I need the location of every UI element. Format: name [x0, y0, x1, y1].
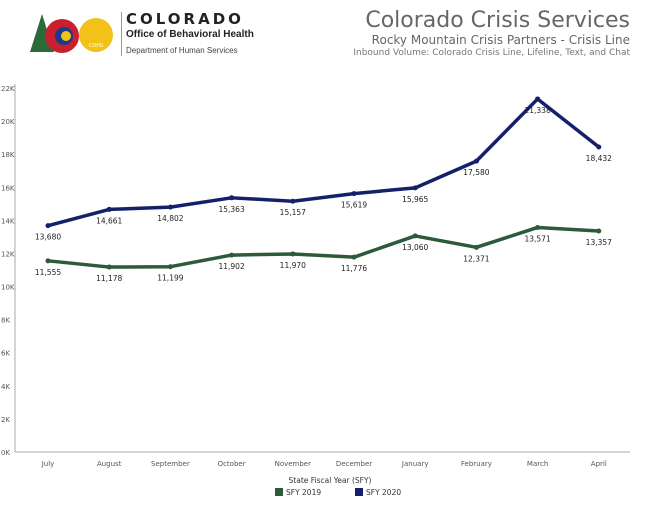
x-tick-label: April	[591, 460, 607, 468]
x-tick-label: November	[275, 460, 312, 468]
data-label: 12,371	[463, 254, 489, 263]
cdhs-badge-text: CDHS	[89, 43, 103, 49]
data-point	[535, 96, 541, 102]
y-tick-label: 18K	[1, 151, 15, 159]
data-label: 17,580	[463, 168, 489, 177]
data-point	[290, 198, 296, 204]
data-label: 13,357	[586, 238, 612, 247]
x-tick-label: September	[151, 460, 190, 468]
y-tick-label: 8K	[1, 317, 10, 325]
data-point	[229, 195, 235, 201]
data-label: 21,338	[524, 106, 550, 115]
cdhs-badge-icon	[79, 18, 113, 52]
x-tick-label: July	[41, 460, 55, 468]
legend-label: SFY 2019	[286, 488, 321, 497]
legend-swatch	[355, 488, 363, 496]
y-tick-label: 12K	[1, 250, 15, 258]
data-label: 11,776	[341, 264, 367, 273]
data-point	[412, 233, 418, 239]
data-label: 11,199	[157, 274, 183, 283]
series-line-sfy-2019	[47, 225, 599, 269]
x-tick-label: December	[336, 460, 372, 468]
y-tick-label: 10K	[1, 284, 15, 292]
data-label: 15,157	[280, 208, 306, 217]
x-tick-label: August	[97, 460, 122, 468]
x-tick-label: October	[218, 460, 246, 468]
data-point	[473, 158, 479, 164]
y-tick-label: 0K	[1, 449, 10, 457]
data-label: 18,432	[586, 154, 612, 163]
data-point	[45, 223, 51, 229]
legend-title: State Fiscal Year (SFY)	[289, 476, 372, 485]
colorado-logo: CDHS	[30, 14, 113, 53]
x-tick-label: January	[401, 460, 429, 468]
y-tick-label: 2K	[1, 416, 10, 424]
data-label: 13,060	[402, 243, 428, 252]
page-subtitle-2: Inbound Volume: Colorado Crisis Line, Li…	[353, 48, 630, 58]
y-tick-label: 20K	[1, 118, 15, 126]
data-point	[229, 252, 235, 258]
series-line-sfy-2020	[47, 97, 600, 228]
data-point	[290, 251, 296, 257]
data-point	[106, 206, 112, 212]
page-subtitle: Rocky Mountain Crisis Partners - Crisis …	[371, 33, 630, 47]
data-label: 15,965	[402, 195, 428, 204]
data-label: 14,661	[96, 216, 122, 225]
data-point	[412, 185, 418, 191]
data-label: 11,970	[280, 261, 306, 270]
data-point	[45, 258, 51, 264]
y-tick-label: 22K	[1, 85, 15, 93]
data-point	[596, 228, 602, 234]
data-point	[351, 254, 357, 260]
data-point	[351, 191, 357, 197]
page-title: Colorado Crisis Services	[365, 8, 630, 33]
logo-colorado: COLORADO	[126, 10, 244, 28]
y-tick-label: 6K	[1, 350, 10, 358]
data-point	[535, 224, 541, 230]
legend-label: SFY 2020	[366, 488, 401, 497]
data-label: 11,555	[35, 268, 61, 277]
data-point	[167, 264, 173, 270]
data-point	[596, 144, 602, 150]
data-point	[473, 244, 479, 250]
x-tick-label: March	[527, 460, 548, 468]
logo-divider	[121, 12, 122, 56]
logo-office: Office of Behavioral Health	[126, 29, 254, 40]
data-label: 13,571	[524, 234, 550, 243]
data-label: 11,178	[96, 274, 122, 283]
x-tick-label: February	[461, 460, 492, 468]
logo-department: Department of Human Services	[126, 46, 238, 55]
data-point	[106, 264, 112, 270]
y-tick-label: 14K	[1, 217, 15, 225]
data-point	[167, 204, 173, 210]
y-tick-label: 16K	[1, 184, 15, 192]
data-label: 13,680	[35, 233, 61, 242]
y-tick-label: 4K	[1, 383, 10, 391]
data-label: 11,902	[218, 262, 244, 271]
data-label: 15,363	[218, 205, 244, 214]
legend-swatch	[275, 488, 283, 496]
data-label: 14,802	[157, 214, 183, 223]
data-label: 15,619	[341, 201, 367, 210]
